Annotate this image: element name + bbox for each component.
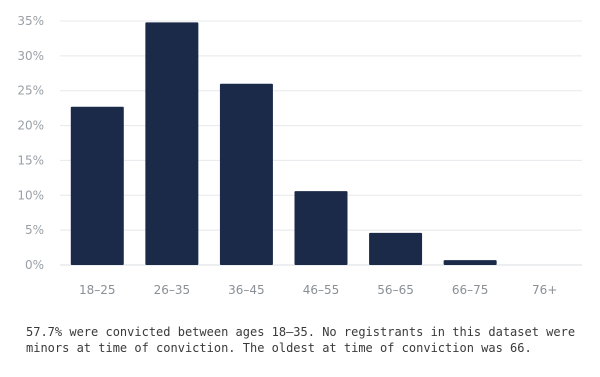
x-tick-label: 56–65 — [377, 283, 414, 297]
bar — [443, 260, 497, 265]
y-tick-label: 0% — [25, 258, 44, 272]
y-tick-label: 20% — [17, 119, 44, 133]
x-tick-label: 18–25 — [79, 283, 116, 297]
bar-chart: 0% 5% 10% 15% 20% 25% 30% 35% 18–25 26–35 36–45 46… — [17, 14, 582, 297]
y-tick-label: 10% — [17, 188, 44, 202]
x-tick-label: 46–55 — [303, 283, 340, 297]
y-tick-label: 35% — [17, 14, 44, 28]
bars — [70, 22, 497, 266]
x-tick-label: 76+ — [532, 283, 557, 297]
bar — [369, 232, 423, 265]
bar — [145, 22, 199, 265]
x-axis-ticks: 18–25 26–35 36–45 46–55 56–65 66–75 76+ — [79, 283, 557, 297]
y-axis-ticks: 0% 5% 10% 15% 20% 25% 30% 35% — [17, 14, 44, 272]
x-tick-label: 26–35 — [154, 283, 191, 297]
bar — [70, 106, 124, 266]
x-tick-label: 36–45 — [228, 283, 265, 297]
y-tick-label: 30% — [17, 49, 44, 63]
y-tick-label: 25% — [17, 84, 44, 98]
chart-caption: 57.7% were convicted between ages 18–35.… — [26, 325, 576, 355]
y-tick-label: 15% — [17, 153, 44, 167]
bar — [294, 191, 348, 265]
bar — [219, 83, 273, 265]
x-tick-label: 66–75 — [452, 283, 489, 297]
y-tick-label: 5% — [25, 223, 44, 237]
